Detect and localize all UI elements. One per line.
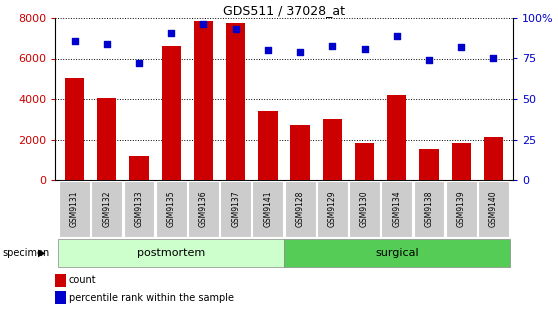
Text: GSM9137: GSM9137 <box>231 191 240 227</box>
Bar <box>55 274 65 287</box>
FancyBboxPatch shape <box>478 181 509 237</box>
Text: GSM9136: GSM9136 <box>199 191 208 227</box>
Text: specimen: specimen <box>3 248 50 258</box>
FancyBboxPatch shape <box>156 181 187 237</box>
Text: GSM9131: GSM9131 <box>70 191 79 227</box>
FancyBboxPatch shape <box>252 181 283 237</box>
Bar <box>65 78 84 180</box>
Point <box>199 22 208 27</box>
Title: GDS511 / 37028_at: GDS511 / 37028_at <box>223 4 345 17</box>
Bar <box>226 23 246 180</box>
Text: GSM9135: GSM9135 <box>167 191 176 227</box>
FancyBboxPatch shape <box>413 181 445 237</box>
Point <box>134 61 143 66</box>
Text: GSM9128: GSM9128 <box>296 191 305 227</box>
Text: GSM9130: GSM9130 <box>360 191 369 227</box>
Bar <box>323 119 342 180</box>
Bar <box>355 142 374 180</box>
FancyBboxPatch shape <box>381 181 412 237</box>
FancyBboxPatch shape <box>317 181 348 237</box>
Text: ▶: ▶ <box>38 248 45 258</box>
FancyBboxPatch shape <box>59 239 284 267</box>
Text: surgical: surgical <box>375 248 418 258</box>
Text: GSM9138: GSM9138 <box>425 191 434 227</box>
Bar <box>55 291 65 304</box>
Point <box>296 49 305 55</box>
Point <box>489 56 498 61</box>
FancyBboxPatch shape <box>285 181 316 237</box>
Point <box>392 33 401 39</box>
Bar <box>97 98 117 180</box>
Point <box>70 38 79 43</box>
FancyBboxPatch shape <box>349 181 380 237</box>
Bar <box>194 21 213 180</box>
Bar <box>291 125 310 180</box>
Point <box>102 41 111 47</box>
Text: GSM9141: GSM9141 <box>263 191 272 227</box>
Bar <box>162 46 181 180</box>
Bar <box>129 156 148 180</box>
FancyBboxPatch shape <box>92 181 122 237</box>
Point <box>360 46 369 51</box>
FancyBboxPatch shape <box>59 181 90 237</box>
Text: GSM9134: GSM9134 <box>392 191 401 227</box>
Point <box>167 30 176 35</box>
Bar <box>387 95 406 180</box>
FancyBboxPatch shape <box>284 239 509 267</box>
Bar <box>258 111 277 180</box>
Text: GSM9140: GSM9140 <box>489 191 498 227</box>
Text: percentile rank within the sample: percentile rank within the sample <box>69 293 234 302</box>
Bar <box>484 137 503 180</box>
Text: GSM9132: GSM9132 <box>102 191 111 227</box>
Text: count: count <box>69 276 97 286</box>
Text: GSM9133: GSM9133 <box>134 191 143 227</box>
Point <box>328 43 337 48</box>
Text: GSM9139: GSM9139 <box>457 191 466 227</box>
Point <box>263 48 272 53</box>
Text: GSM9129: GSM9129 <box>328 191 337 227</box>
FancyBboxPatch shape <box>446 181 477 237</box>
Point <box>425 57 434 63</box>
Bar <box>451 142 471 180</box>
Text: postmortem: postmortem <box>137 248 205 258</box>
Point <box>457 44 466 50</box>
FancyBboxPatch shape <box>220 181 251 237</box>
FancyBboxPatch shape <box>123 181 155 237</box>
Point <box>231 27 240 32</box>
Bar <box>420 149 439 180</box>
FancyBboxPatch shape <box>188 181 219 237</box>
